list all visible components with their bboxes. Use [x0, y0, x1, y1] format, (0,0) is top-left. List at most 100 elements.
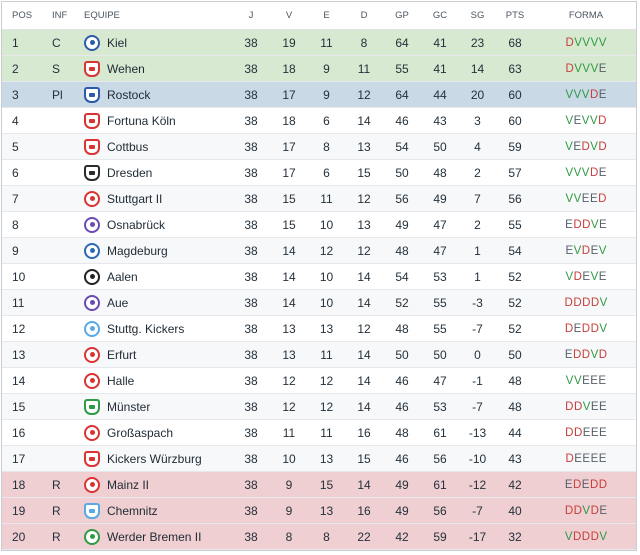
- form-result-letter: E: [564, 348, 573, 361]
- table-row[interactable]: 9 Magdeburg 38 14 12 12 48 47 1 54 EVDEV: [2, 238, 636, 264]
- table-row[interactable]: 18 R Mainz II 38 9 15 14 49 61 -12 42 EDEDD: [2, 472, 636, 498]
- team-name-link[interactable]: Erfurt: [107, 347, 137, 362]
- table-row[interactable]: 20 R Werder Bremen II 38 8 8 22 42 59 -17 32 VDDDV: [2, 524, 636, 550]
- team-cell[interactable]: Magdeburg: [84, 242, 232, 259]
- goal-difference-cell: 14: [470, 61, 485, 76]
- team-name-link[interactable]: Großaspach: [107, 425, 174, 440]
- team-name-link[interactable]: Münster: [107, 399, 151, 414]
- wins-cell: 14: [282, 269, 296, 284]
- table-row[interactable]: 4 Fortuna Köln 38 18 6 14 46 43 3 60 VEVVD: [2, 108, 636, 134]
- goals-against-cell: 56: [433, 451, 447, 466]
- team-cell[interactable]: Werder Bremen II: [84, 528, 232, 545]
- goal-difference-cell: -1: [472, 373, 483, 388]
- goals-against-column-header[interactable]: GC: [432, 10, 448, 21]
- team-cell[interactable]: Osnabrück: [84, 216, 232, 233]
- position-cell: 6: [12, 165, 19, 180]
- played-cell: 38: [244, 243, 258, 258]
- team-cell[interactable]: Stuttg. Kickers: [84, 320, 232, 337]
- team-name-link[interactable]: Osnabrück: [107, 217, 166, 232]
- team-name-link[interactable]: Kickers Würzburg: [107, 451, 202, 466]
- team-cell[interactable]: Aue: [84, 294, 232, 311]
- team-cell[interactable]: Kiel: [84, 34, 232, 51]
- team-cell[interactable]: Fortuna Köln: [84, 112, 232, 129]
- team-cell[interactable]: Dresden: [84, 164, 232, 181]
- team-cell[interactable]: Wehen: [84, 60, 232, 77]
- table-row[interactable]: 17 Kickers Würzburg 38 10 13 15 46 56 -10 43 DEEEE: [2, 446, 636, 472]
- table-row[interactable]: 6 Dresden 38 17 6 15 50 48 2 57 VVVDE: [2, 160, 636, 186]
- wins-column-header[interactable]: V: [285, 10, 293, 21]
- table-row[interactable]: 10 Aalen 38 14 10 14 54 53 1 52 VDEVE: [2, 264, 636, 290]
- form-result-letter: D: [565, 426, 574, 439]
- team-name-link[interactable]: Mainz II: [107, 477, 150, 492]
- form-result-letter: V: [582, 400, 591, 413]
- table-row[interactable]: 19 R Chemnitz 38 9 13 16 49 56 -7 40 DDVDE: [2, 498, 636, 524]
- played-cell: 38: [244, 321, 258, 336]
- table-row[interactable]: 12 Stuttg. Kickers 38 13 13 12 48 55 -7 52 DEDDV: [2, 316, 636, 342]
- losses-cell: 14: [357, 477, 371, 492]
- goal-difference-column-header[interactable]: SG: [470, 10, 485, 21]
- team-name-link[interactable]: Rostock: [107, 87, 151, 102]
- position-cell: 11: [12, 295, 25, 310]
- team-name-link[interactable]: Wehen: [107, 61, 145, 76]
- goals-for-column-header[interactable]: GP: [395, 10, 409, 21]
- team-cell[interactable]: Rostock: [84, 86, 232, 103]
- form-result-letter: V: [565, 374, 574, 387]
- team-cell[interactable]: Halle: [84, 372, 232, 389]
- team-name-link[interactable]: Stuttgart II: [107, 191, 163, 206]
- points-column-header[interactable]: PTS: [505, 10, 525, 21]
- points-cell: 60: [508, 87, 522, 102]
- team-name-link[interactable]: Cottbus: [107, 139, 149, 154]
- losses-cell: 15: [357, 451, 371, 466]
- team-cell[interactable]: Kickers Würzburg: [84, 450, 232, 467]
- team-cell[interactable]: Großaspach: [84, 424, 232, 441]
- form-result-letter: D: [573, 400, 583, 413]
- table-row[interactable]: 1 C Kiel 38 19 11 8 64 41 23 68 DVVVV: [2, 30, 636, 56]
- team-column-header[interactable]: EQUIPE: [84, 10, 120, 21]
- wins-cell: 18: [282, 113, 296, 128]
- team-name-link[interactable]: Werder Bremen II: [107, 529, 202, 544]
- losses-column-header[interactable]: D: [360, 10, 368, 21]
- team-name-link[interactable]: Fortuna Köln: [107, 113, 176, 128]
- losses-cell: 11: [357, 61, 371, 76]
- played-column-header[interactable]: J: [248, 10, 254, 21]
- team-cell[interactable]: Münster: [84, 398, 232, 415]
- crest-center-mark: [89, 404, 95, 409]
- team-cell[interactable]: Cottbus: [84, 138, 232, 155]
- goals-against-cell: 53: [433, 399, 447, 414]
- team-name-link[interactable]: Aue: [107, 295, 129, 310]
- table-row[interactable]: 16 Großaspach 38 11 11 16 48 61 -13 44 DDEEE: [2, 420, 636, 446]
- table-row[interactable]: 3 Pl Rostock 38 17 9 12 64 44 20 60 VVVDE: [2, 82, 636, 108]
- goal-difference-cell: 1: [474, 269, 481, 284]
- team-cell[interactable]: Chemnitz: [84, 502, 232, 519]
- table-row[interactable]: 2 S Wehen 38 18 9 11 55 41 14 63 DVVVE: [2, 56, 636, 82]
- table-row[interactable]: 11 Aue 38 14 10 14 52 55 -3 52 DDDDV: [2, 290, 636, 316]
- form-cell: EDEDD: [534, 479, 638, 491]
- team-name-link[interactable]: Magdeburg: [107, 243, 168, 258]
- form-column-header[interactable]: FORMA: [568, 10, 604, 21]
- team-name-link[interactable]: Chemnitz: [107, 503, 158, 518]
- table-row[interactable]: 15 Münster 38 12 12 14 46 53 -7 48 DDVEE: [2, 394, 636, 420]
- draws-cell: 9: [323, 61, 330, 76]
- inf-column-header[interactable]: INF: [52, 10, 68, 21]
- table-row[interactable]: 5 Cottbus 38 17 8 13 54 50 4 59 VEDVD: [2, 134, 636, 160]
- team-cell[interactable]: Aalen: [84, 268, 232, 285]
- team-name-link[interactable]: Stuttg. Kickers: [107, 321, 185, 336]
- team-cell[interactable]: Erfurt: [84, 346, 232, 363]
- form-cell: VVEED: [534, 193, 638, 205]
- team-name-link[interactable]: Dresden: [107, 165, 153, 180]
- table-row[interactable]: 8 Osnabrück 38 15 10 13 49 47 2 55 EDDVE: [2, 212, 636, 238]
- team-name-link[interactable]: Kiel: [107, 35, 128, 50]
- team-cell[interactable]: Mainz II: [84, 476, 232, 493]
- draws-cell: 10: [319, 217, 334, 232]
- played-cell: 38: [244, 503, 258, 518]
- wins-cell: 12: [282, 373, 296, 388]
- draws-column-header[interactable]: E: [323, 10, 330, 21]
- table-row[interactable]: 14 Halle 38 12 12 14 46 47 -1 48 VVEEE: [2, 368, 636, 394]
- table-row[interactable]: 7 Stuttgart II 38 15 11 12 56 49 7 56 VVEED: [2, 186, 636, 212]
- form-result-letter: D: [598, 478, 608, 491]
- team-name-link[interactable]: Halle: [107, 373, 135, 388]
- team-cell[interactable]: Stuttgart II: [84, 190, 232, 207]
- team-name-link[interactable]: Aalen: [107, 269, 138, 284]
- table-row[interactable]: 13 Erfurt 38 13 11 14 50 50 0 50 EDDVD: [2, 342, 636, 368]
- pos-column-header[interactable]: POS: [12, 10, 33, 21]
